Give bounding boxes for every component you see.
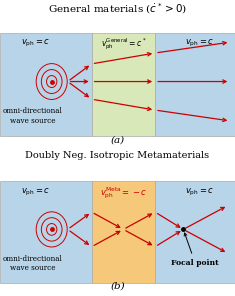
Text: omni-directional
wave source: omni-directional wave source [3, 255, 63, 272]
Text: General materials ($\dot{c}^* > 0$): General materials ($\dot{c}^* > 0$) [48, 1, 187, 16]
Text: (b): (b) [110, 282, 125, 291]
Bar [92, 181, 155, 283]
Text: $v_{\mathrm{ph}} = c$: $v_{\mathrm{ph}} = c$ [185, 187, 215, 198]
Bar [92, 33, 155, 136]
Text: Doubly Neg. Isotropic Metamaterials: Doubly Neg. Isotropic Metamaterials [25, 151, 210, 160]
Bar [155, 33, 235, 136]
Bar [0, 33, 92, 136]
Text: Focal point: Focal point [171, 233, 219, 267]
Text: $v_{\mathrm{ph}} = c$: $v_{\mathrm{ph}} = c$ [185, 38, 215, 49]
Text: (a): (a) [110, 135, 125, 144]
Text: $v_{\mathrm{ph}}^{\mathrm{Meta}} = -c$: $v_{\mathrm{ph}}^{\mathrm{Meta}} = -c$ [100, 185, 147, 201]
Text: omni-directional
wave source: omni-directional wave source [3, 107, 63, 125]
Bar [0, 181, 92, 283]
Text: $v_{\mathrm{ph}}^{\mathrm{General}} = c^*$: $v_{\mathrm{ph}}^{\mathrm{General}} = c^… [101, 37, 146, 52]
Text: $v_{\mathrm{ph}} = c$: $v_{\mathrm{ph}} = c$ [20, 38, 50, 49]
Text: $v_{\mathrm{ph}} = c$: $v_{\mathrm{ph}} = c$ [20, 187, 50, 198]
Bar [155, 181, 235, 283]
